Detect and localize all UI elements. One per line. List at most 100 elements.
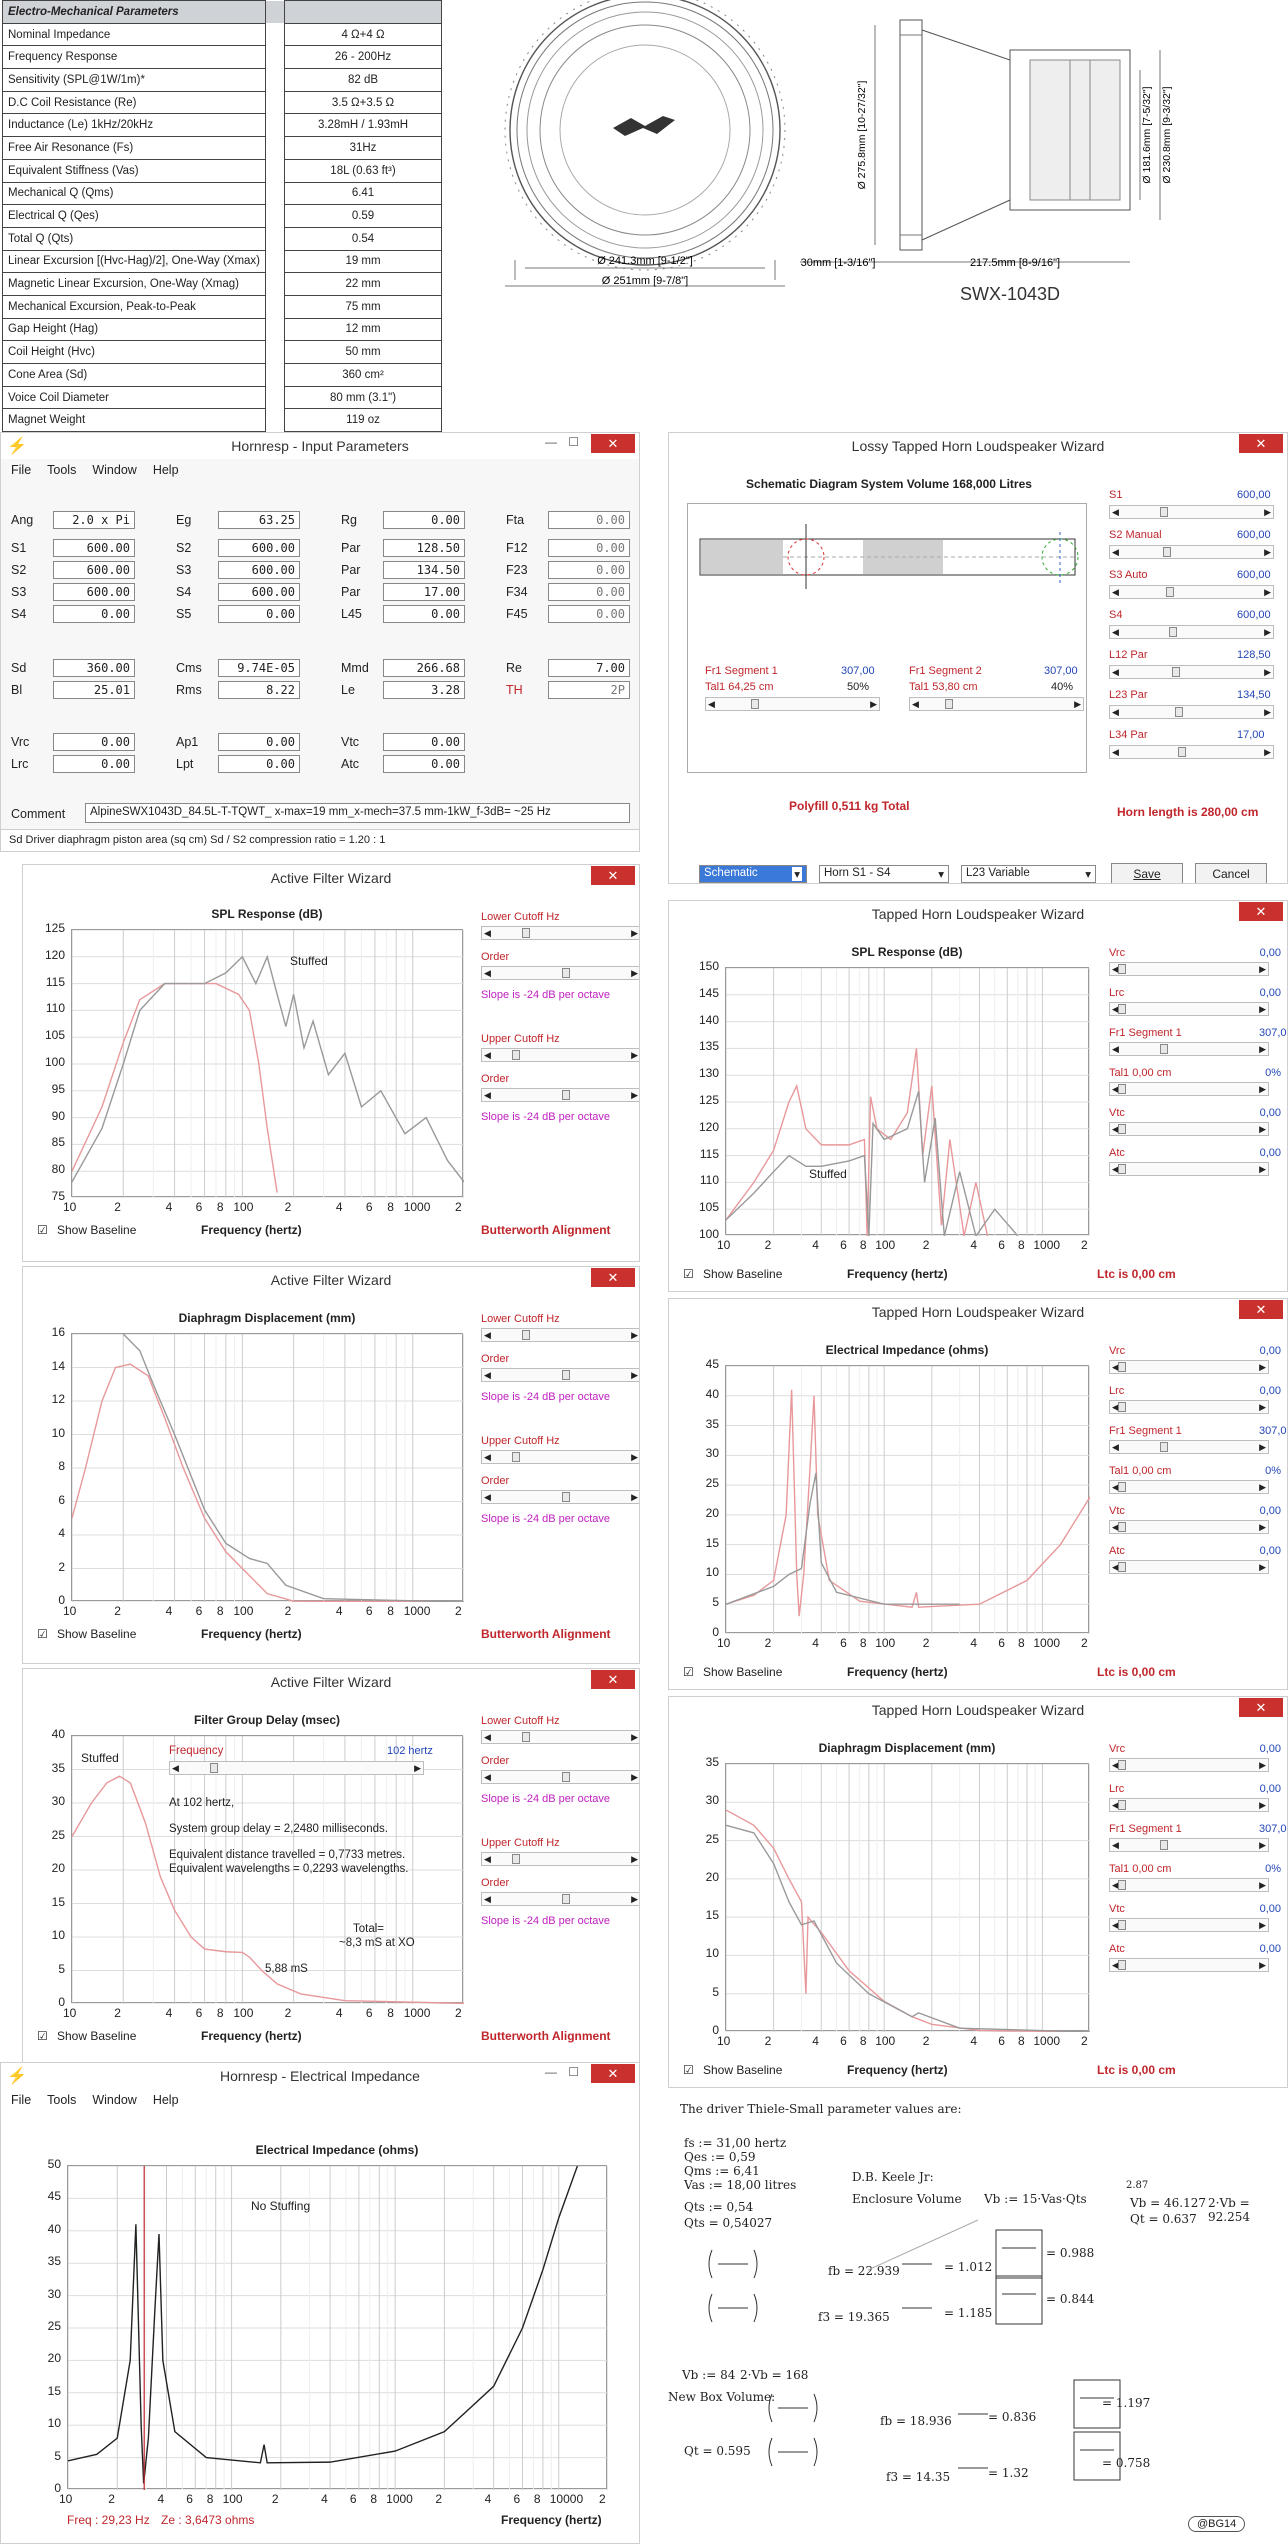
param-field-bl[interactable]: 25.01	[53, 681, 135, 699]
right-arrow-icon[interactable]: ▶	[631, 1772, 638, 1782]
maximize-button[interactable]: ☐	[568, 2065, 579, 2079]
right-arrow-icon[interactable]: ▶	[631, 1370, 638, 1380]
slider-thumb[interactable]	[1178, 747, 1186, 757]
param-field-s4[interactable]: 0.00	[53, 605, 135, 623]
filter-slider[interactable]: ◀ ▶	[1109, 1042, 1269, 1056]
right-arrow-icon[interactable]: ▶	[1264, 507, 1271, 517]
left-arrow-icon[interactable]: ◀	[1112, 747, 1119, 757]
left-arrow-icon[interactable]: ◀	[484, 928, 491, 938]
filter-slider[interactable]: ◀ ▶	[481, 1490, 639, 1504]
lossy-slider[interactable]: ◀ ▶	[1109, 745, 1274, 759]
filter-slider[interactable]: ◀ ▶	[1109, 1082, 1269, 1096]
left-arrow-icon[interactable]: ◀	[1112, 1004, 1119, 1014]
horn-dropdown[interactable]: Horn S1 - S4 ▾	[819, 865, 949, 883]
left-arrow-icon[interactable]: ◀	[1112, 1482, 1119, 1492]
slider-thumb[interactable]	[1118, 1522, 1126, 1532]
filter-slider[interactable]: ◀ ▶	[481, 1328, 639, 1342]
right-arrow-icon[interactable]: ▶	[1264, 747, 1271, 757]
right-arrow-icon[interactable]: ▶	[414, 1763, 421, 1773]
view-dropdown[interactable]: Schematic ▾	[699, 865, 807, 883]
left-arrow-icon[interactable]: ◀	[172, 1763, 179, 1773]
right-arrow-icon[interactable]: ▶	[1259, 1562, 1266, 1572]
param-field-fta[interactable]: 0.00	[548, 511, 630, 529]
show-baseline-checkbox[interactable]: ☑	[37, 1627, 48, 1641]
right-arrow-icon[interactable]: ▶	[631, 1732, 638, 1742]
right-arrow-icon[interactable]: ▶	[631, 1330, 638, 1340]
filter-slider[interactable]: ◀ ▶	[1109, 1002, 1269, 1016]
slider-thumb[interactable]	[1118, 1004, 1126, 1014]
left-arrow-icon[interactable]: ◀	[484, 968, 491, 978]
filter-slider[interactable]: ◀ ▶	[1109, 1400, 1269, 1414]
right-arrow-icon[interactable]: ▶	[631, 1050, 638, 1060]
param-field-s4[interactable]: 600.00	[218, 583, 300, 601]
right-arrow-icon[interactable]: ▶	[1259, 964, 1266, 974]
param-field-eg[interactable]: 63.25	[218, 511, 300, 529]
filter-slider[interactable]: ◀ ▶	[1109, 962, 1269, 976]
param-field-re[interactable]: 7.00	[548, 659, 630, 677]
filter-slider[interactable]: ◀ ▶	[481, 926, 639, 940]
filter-slider[interactable]: ◀ ▶	[1109, 1360, 1269, 1374]
slider-thumb[interactable]	[522, 1732, 530, 1742]
slider-thumb[interactable]	[562, 1772, 570, 1782]
right-arrow-icon[interactable]: ▶	[1264, 587, 1271, 597]
filter-slider[interactable]: ◀ ▶	[1109, 1162, 1269, 1176]
tal1a-slider[interactable]: ◀ ▶	[705, 697, 880, 711]
param-field-s5[interactable]: 0.00	[218, 605, 300, 623]
param-field-ap1[interactable]: 0.00	[218, 733, 300, 751]
frequency-slider[interactable]: ◀ ▶	[169, 1761, 424, 1775]
param-field-cms[interactable]: 9.74E-05	[218, 659, 300, 677]
filter-slider[interactable]: ◀ ▶	[1109, 1758, 1269, 1772]
menu-item-file[interactable]: File	[11, 2093, 32, 2107]
left-arrow-icon[interactable]: ◀	[484, 1370, 491, 1380]
left-arrow-icon[interactable]: ◀	[484, 1090, 491, 1100]
close-button[interactable]: ✕	[591, 1670, 635, 1689]
left-arrow-icon[interactable]: ◀	[1112, 1840, 1119, 1850]
left-arrow-icon[interactable]: ◀	[1112, 1960, 1119, 1970]
slider-thumb[interactable]	[210, 1763, 218, 1773]
right-arrow-icon[interactable]: ▶	[1259, 1164, 1266, 1174]
right-arrow-icon[interactable]: ▶	[1259, 1044, 1266, 1054]
left-arrow-icon[interactable]: ◀	[484, 1772, 491, 1782]
param-field-rms[interactable]: 8.22	[218, 681, 300, 699]
left-arrow-icon[interactable]: ◀	[1112, 1362, 1119, 1372]
left-arrow-icon[interactable]: ◀	[1112, 1522, 1119, 1532]
right-arrow-icon[interactable]: ▶	[1259, 1482, 1266, 1492]
param-field-par[interactable]: 17.00	[383, 583, 465, 601]
slider-thumb[interactable]	[1169, 627, 1177, 637]
lossy-slider[interactable]: ◀ ▶	[1109, 585, 1274, 599]
filter-slider[interactable]: ◀ ▶	[481, 1730, 639, 1744]
slider-thumb[interactable]	[1160, 1840, 1168, 1850]
left-arrow-icon[interactable]: ◀	[1112, 1164, 1119, 1174]
slider-thumb[interactable]	[1118, 1960, 1126, 1970]
slider-thumb[interactable]	[1118, 1920, 1126, 1930]
slider-thumb[interactable]	[522, 1330, 530, 1340]
close-button[interactable]: ✕	[1239, 1698, 1283, 1717]
filter-slider[interactable]: ◀ ▶	[1109, 1798, 1269, 1812]
slider-thumb[interactable]	[512, 1050, 520, 1060]
left-arrow-icon[interactable]: ◀	[1112, 1442, 1119, 1452]
slider-thumb[interactable]	[1118, 1760, 1126, 1770]
slider-thumb[interactable]	[1172, 667, 1180, 677]
param-field-f34[interactable]: 0.00	[548, 583, 630, 601]
left-arrow-icon[interactable]: ◀	[484, 1492, 491, 1502]
param-field-vrc[interactable]: 0.00	[53, 733, 135, 751]
left-arrow-icon[interactable]: ◀	[484, 1894, 491, 1904]
right-arrow-icon[interactable]: ▶	[1259, 1402, 1266, 1412]
right-arrow-icon[interactable]: ▶	[1264, 627, 1271, 637]
left-arrow-icon[interactable]: ◀	[1112, 627, 1119, 637]
left-arrow-icon[interactable]: ◀	[1112, 587, 1119, 597]
left-arrow-icon[interactable]: ◀	[1112, 1562, 1119, 1572]
right-arrow-icon[interactable]: ▶	[1259, 1084, 1266, 1094]
slider-thumb[interactable]	[1118, 1402, 1126, 1412]
length-dropdown[interactable]: L23 Variable ▾	[961, 865, 1096, 883]
left-arrow-icon[interactable]: ◀	[1112, 1920, 1119, 1930]
param-field-mmd[interactable]: 266.68	[383, 659, 465, 677]
filter-slider[interactable]: ◀ ▶	[1109, 1440, 1269, 1454]
filter-slider[interactable]: ◀ ▶	[1109, 1918, 1269, 1932]
right-arrow-icon[interactable]: ▶	[1259, 1960, 1266, 1970]
left-arrow-icon[interactable]: ◀	[484, 1854, 491, 1864]
right-arrow-icon[interactable]: ▶	[1264, 667, 1271, 677]
right-arrow-icon[interactable]: ▶	[631, 1854, 638, 1864]
menu-item-tools[interactable]: Tools	[47, 2093, 77, 2107]
right-arrow-icon[interactable]: ▶	[631, 1894, 638, 1904]
